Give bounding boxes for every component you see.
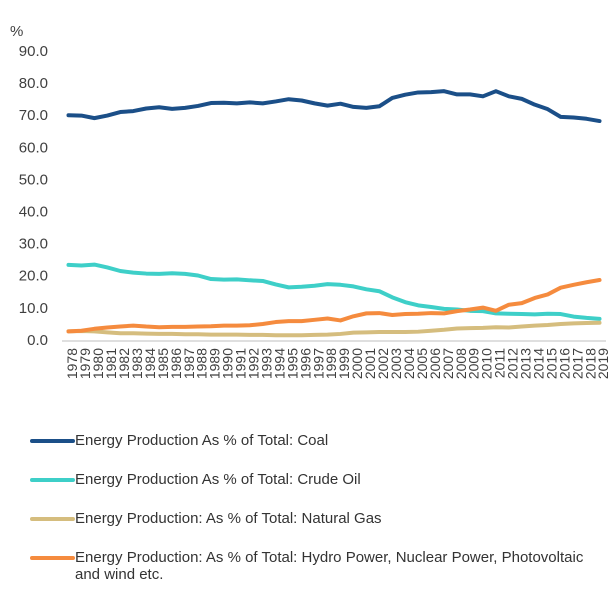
legend-swatch [30,439,75,443]
y-tick-label: 70.0 [19,107,48,124]
x-tick-label: 1990 [220,348,236,379]
x-tick-label: 1979 [77,348,93,379]
legend-item: Energy Production: As % of Total: Natura… [30,510,600,527]
x-tick-label: 2019 [595,348,611,379]
y-tick-label: 30.0 [19,236,48,253]
x-tick-label: 1985 [155,348,171,379]
x-tick-label: 1980 [90,348,106,379]
x-tick-label: 2014 [530,348,546,379]
y-tick-label: 60.0 [19,139,48,156]
x-tick-label: 1987 [181,348,197,379]
legend-item: Energy Production: As % of Total: Hydro … [30,549,600,583]
x-tick-label: 2016 [556,348,572,379]
y-tick-label: 50.0 [19,171,48,188]
x-tick-label: 2011 [492,348,508,378]
x-tick-label: 1988 [194,348,210,379]
series-line [66,262,602,321]
legend-swatch [30,556,75,560]
x-tick-label: 2009 [466,348,482,379]
x-tick-label: 2012 [505,348,521,379]
x-tick-label: 1996 [297,348,313,379]
series-line [66,89,602,124]
y-tick-label: 10.0 [19,300,48,317]
x-tick-label: 2001 [362,348,378,379]
legend-swatch [30,478,75,482]
x-tick-label: 2005 [414,348,430,379]
x-tick-label: 1986 [168,348,184,379]
y-tick-label: 80.0 [19,75,48,92]
legend-label: Energy Production As % of Total: Coal [75,432,329,449]
x-tick-label: 1992 [246,348,262,379]
x-tick-label: 1983 [129,348,145,379]
x-tick-label: 2010 [479,348,495,379]
legend: Energy Production As % of Total: Coal Ene… [30,432,600,583]
chart: % 0.0 10.0 20.0 30.0 40.0 50.0 60.0 70.0 80.0 90.… [10,23,611,379]
x-tick-label: 1978 [64,348,80,379]
legend-item: Energy Production As % of Total: Crude O… [30,471,600,488]
x-tick-label: 1994 [271,348,287,379]
x-tick-label: 2004 [401,348,417,379]
x-tick-label: 1989 [207,348,223,379]
y-tick-label: 90.0 [19,43,48,60]
legend-label: Energy Production: As % of Total: Hydro … [75,549,584,583]
x-tick-label: 1982 [116,348,132,379]
y-tick-label: 20.0 [19,268,48,285]
series-line [66,277,602,334]
x-tick-label: 1997 [310,348,326,379]
x-tick-label: 2008 [453,348,469,379]
x-tick-label: 2017 [569,348,585,379]
x-tick-label: 1993 [258,348,274,379]
legend-swatch [30,517,75,521]
series-line [66,320,602,338]
x-tick-label: 2007 [440,348,456,379]
legend-item: Energy Production As % of Total: Coal [30,432,600,449]
x-tick-label: 1981 [103,348,119,379]
y-tick-label: 40.0 [19,204,48,221]
x-tick-label: 1984 [142,348,158,379]
x-tick-label: 2015 [543,348,559,379]
x-tick-label: 1995 [284,348,300,379]
x-tick-label: 2006 [427,348,443,379]
x-tick-label: 2018 [582,348,598,379]
x-tick-label: 2002 [375,348,391,379]
legend-label: Energy Production As % of Total: Crude O… [75,471,361,488]
y-axis-unit: % [10,23,23,40]
y-tick-label: 0.0 [27,332,48,349]
x-tick-label: 2000 [349,348,365,379]
legend-label: Energy Production: As % of Total: Natura… [75,510,382,527]
x-tick-label: 1991 [233,348,249,379]
x-tick-label: 2003 [388,348,404,379]
x-tick-label: 1998 [323,348,339,379]
x-tick-label: 1999 [336,348,352,379]
x-tick-label: 2013 [518,348,534,379]
